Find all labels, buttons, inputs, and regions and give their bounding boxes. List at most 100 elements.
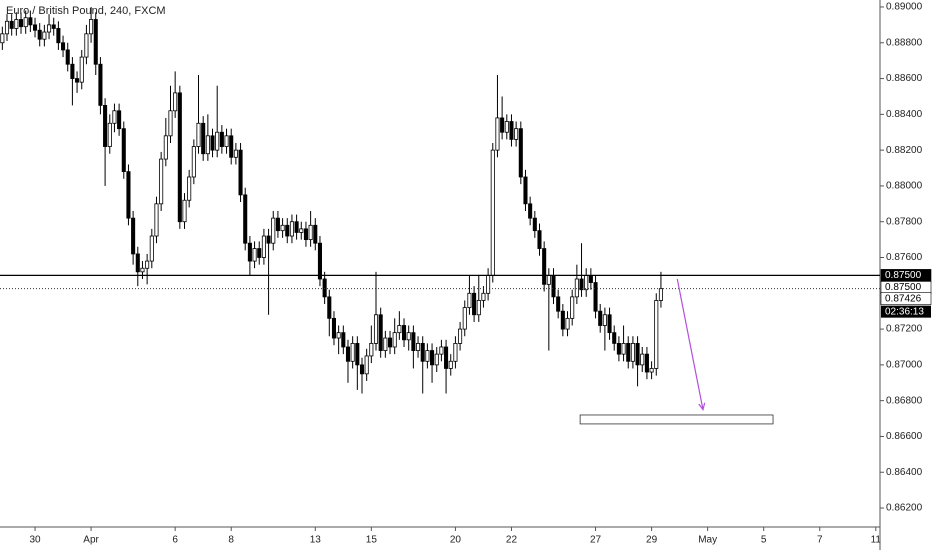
- candle-body: [546, 274, 551, 285]
- level-tag-2-label: 0.87500: [885, 282, 922, 293]
- candle-body: [401, 325, 407, 341]
- candle-body: [303, 228, 308, 241]
- candle-body: [163, 135, 168, 160]
- candle-body: [93, 19, 98, 65]
- candle-body: [275, 217, 280, 232]
- y-tick-label: 0.88800: [886, 37, 923, 48]
- arrow-head: [698, 402, 706, 411]
- candle-body: [135, 253, 140, 273]
- candle-body: [126, 171, 131, 219]
- candle-body: [355, 342, 360, 366]
- candle-body: [191, 146, 196, 178]
- candle-body: [476, 300, 481, 316]
- x-tick-label: 5: [761, 535, 767, 546]
- candle-body: [579, 278, 584, 291]
- candle-body: [308, 224, 313, 241]
- candle-body: [481, 292, 486, 301]
- candle-body: [210, 135, 215, 151]
- x-tick-label: 6: [172, 535, 178, 546]
- candle-body: [542, 248, 547, 285]
- last-price-tag-label: 0.87426: [885, 293, 922, 304]
- candle-body: [336, 332, 341, 339]
- candle-body: [345, 346, 351, 362]
- candle-body: [201, 122, 206, 155]
- candle-body: [509, 121, 514, 140]
- chart-title: Euro / British Pound, 240, FXCM: [6, 5, 166, 17]
- candle-body: [149, 235, 154, 262]
- candle-body: [593, 282, 598, 312]
- candle-body: [70, 63, 75, 79]
- candle-body: [289, 221, 294, 237]
- last-price-tag-box: [880, 292, 932, 305]
- candle-body: [649, 368, 654, 373]
- candle-body: [588, 274, 593, 283]
- candle-body: [434, 353, 439, 366]
- candle-body: [61, 42, 66, 51]
- candle-body: [9, 20, 14, 29]
- y-tick-label: 0.86600: [886, 431, 923, 442]
- y-tick-label: 0.88600: [886, 73, 923, 84]
- candle-body: [224, 135, 229, 147]
- y-tick-label: 0.88400: [886, 109, 923, 120]
- candle-body: [140, 267, 145, 273]
- candle-body: [551, 274, 556, 298]
- y-tick-label: 0.86200: [886, 503, 923, 514]
- candle-body: [364, 355, 369, 375]
- y-tick-label: 0.87600: [886, 252, 923, 263]
- candle-body: [658, 288, 663, 301]
- candle-body: [369, 342, 374, 357]
- candle-body: [84, 33, 89, 58]
- candle-body: [453, 342, 458, 362]
- candle-body: [23, 17, 28, 28]
- candle-body: [518, 128, 523, 178]
- candle-body: [182, 199, 187, 223]
- candle-body: [89, 19, 94, 35]
- candle-body: [411, 332, 416, 351]
- x-tick-label: 8: [228, 535, 234, 546]
- countdown-label: 02:36:13: [885, 306, 924, 317]
- candle-body: [387, 337, 393, 348]
- x-tick-label: 29: [646, 535, 658, 546]
- candle-body: [103, 105, 108, 147]
- candle-body: [392, 332, 397, 348]
- candle-body: [514, 128, 519, 140]
- candle-body: [266, 235, 271, 244]
- candle-body: [219, 131, 224, 147]
- candle-body: [556, 296, 561, 312]
- candle-body: [574, 278, 579, 298]
- candle-body: [112, 110, 117, 124]
- candle-body: [612, 332, 617, 344]
- candle-body: [177, 92, 182, 223]
- candle-body: [523, 176, 528, 205]
- candle-body: [350, 342, 355, 362]
- candle-body: [462, 307, 467, 330]
- x-tick-label: May: [698, 535, 717, 546]
- candle-body: [65, 49, 70, 65]
- candle-body: [145, 260, 150, 269]
- candle-body: [252, 248, 257, 262]
- candle-body: [98, 63, 103, 106]
- candle-body: [607, 314, 612, 334]
- candle-body: [79, 56, 84, 83]
- candle-body: [257, 248, 262, 258]
- x-tick-label: 11: [871, 535, 882, 546]
- candle-body: [313, 224, 318, 244]
- candle-body: [107, 122, 112, 147]
- candle-body: [215, 131, 220, 151]
- x-tick-label: 27: [590, 535, 602, 546]
- candle-body: [294, 221, 299, 233]
- candle-body: [4, 20, 10, 35]
- y-tick-label: 0.86400: [886, 467, 923, 478]
- candle-body: [598, 310, 603, 326]
- candle-body: [495, 117, 500, 151]
- candle-body: [444, 346, 449, 369]
- candle-body: [233, 149, 238, 158]
- candle-body: [406, 332, 411, 341]
- candle-body: [247, 242, 252, 262]
- candle-body: [331, 317, 337, 339]
- candle-body: [486, 274, 491, 294]
- x-tick-label: 20: [450, 535, 462, 546]
- candle-body: [51, 24, 56, 29]
- candle-body: [570, 296, 575, 319]
